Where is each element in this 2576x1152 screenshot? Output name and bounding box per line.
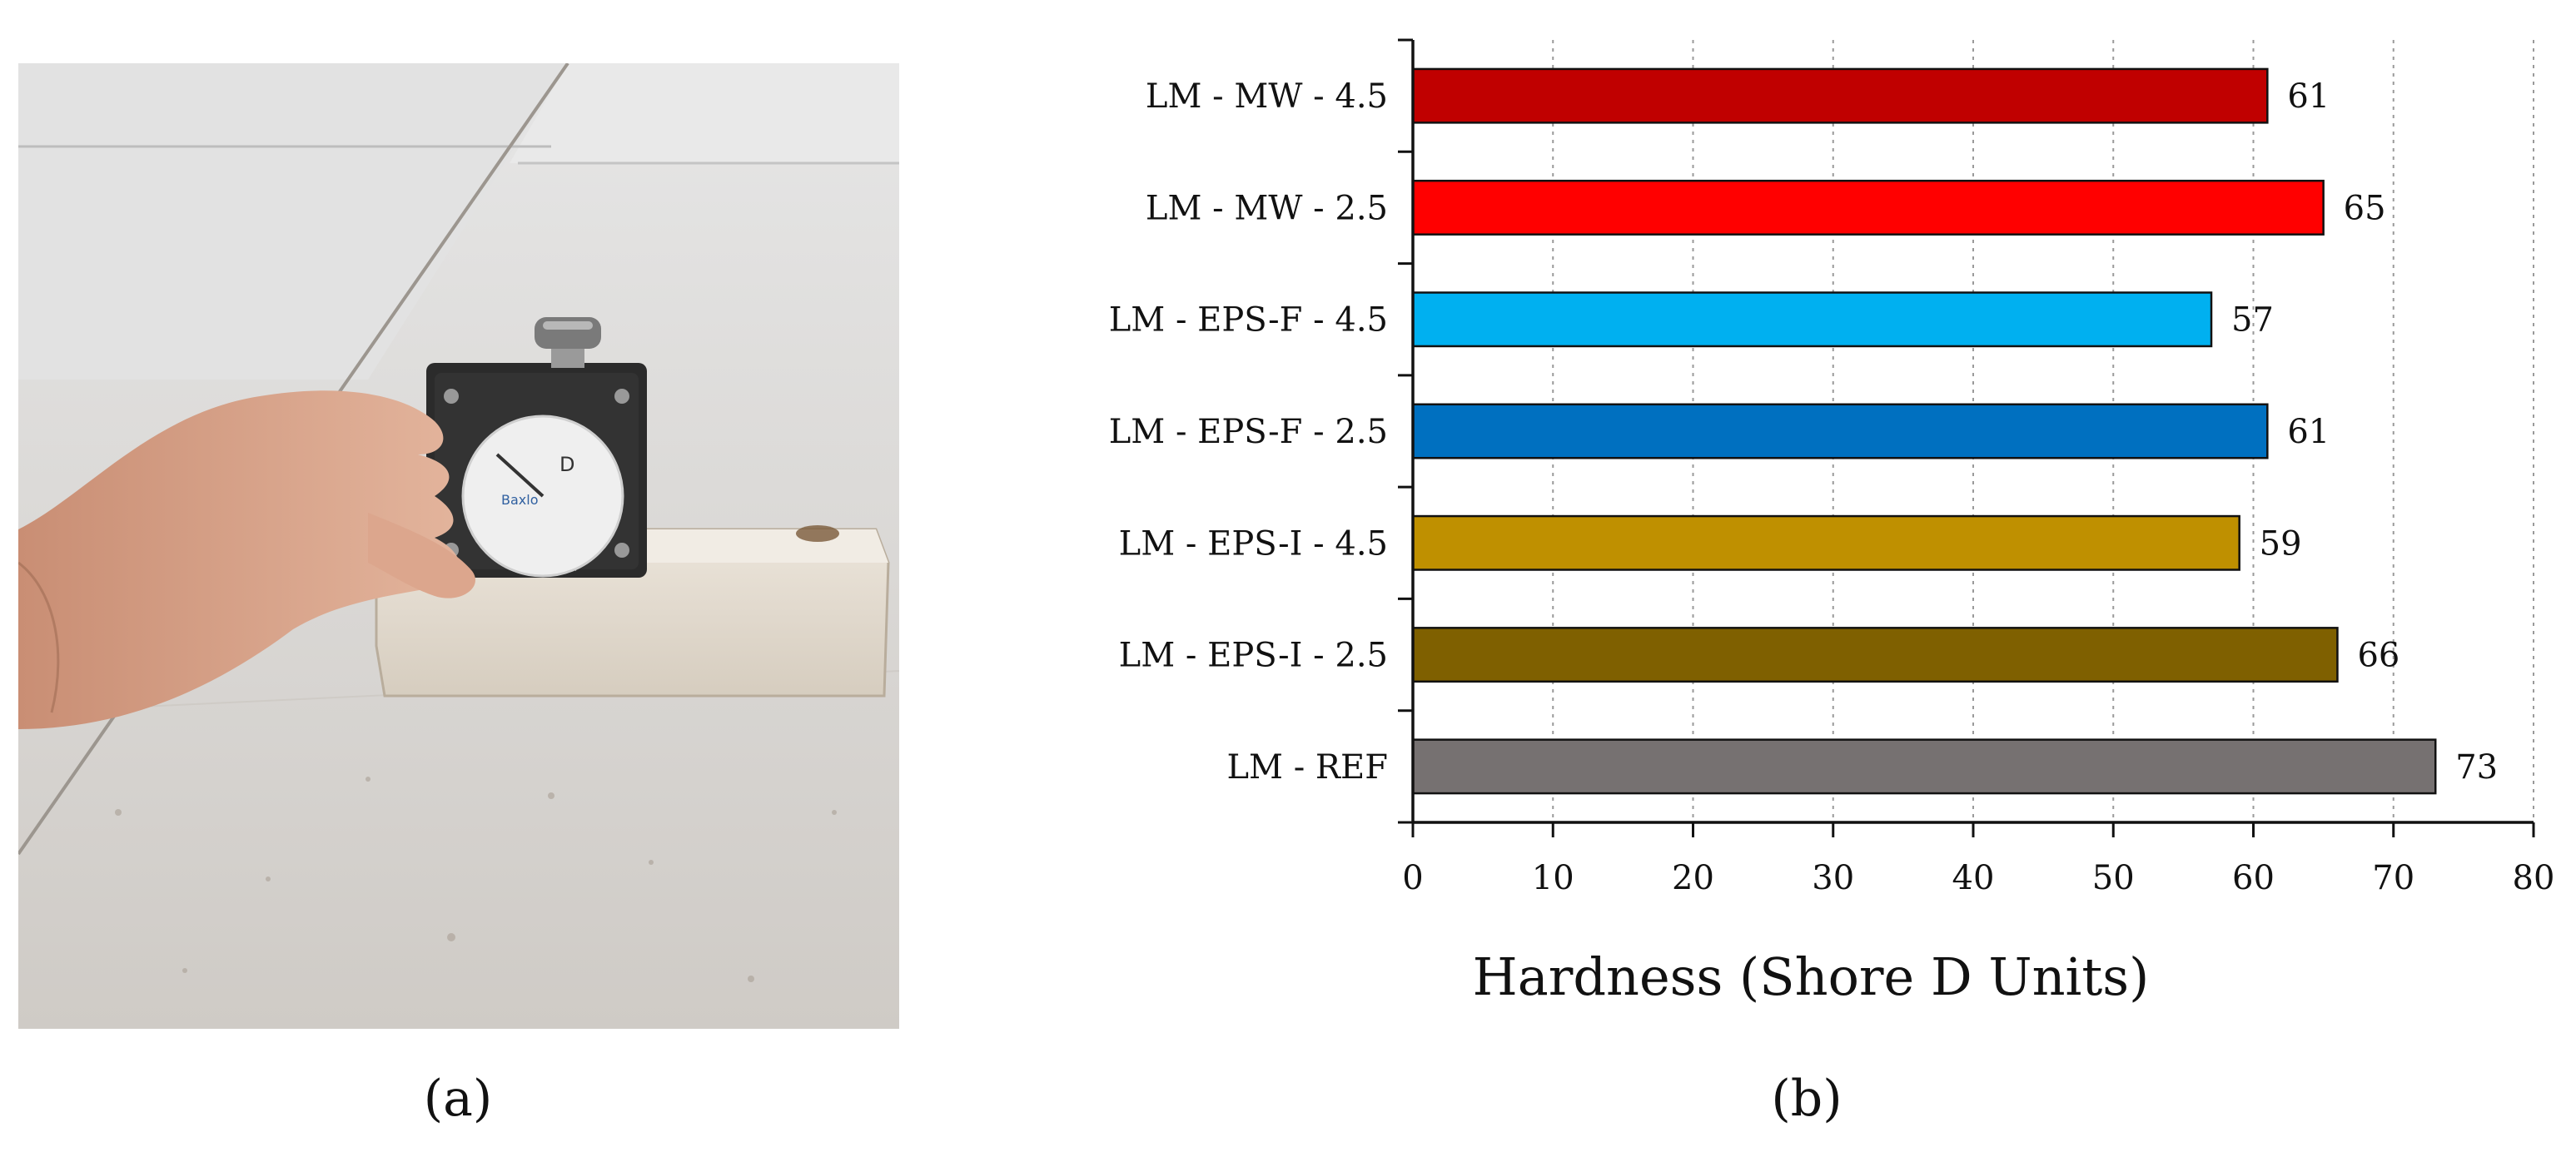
x-tick-label: 50 xyxy=(2092,859,2135,897)
category-label: LM - REF xyxy=(1226,748,1388,787)
category-label: LM - EPS-F - 2.5 xyxy=(1109,413,1388,451)
shore-durometer-photo-icon: D Baxlo xyxy=(18,63,899,1029)
bar xyxy=(1411,403,2269,459)
data-label: 57 xyxy=(2231,301,2274,340)
durometer-photo: D Baxlo xyxy=(18,63,899,1029)
x-tick-label: 10 xyxy=(1532,859,1574,897)
chart-svg: 0 10 20 30 40 50 60 70 80 LM - MW - 4.5 61 LM - MW … xyxy=(1109,38,2555,1007)
labels: 0 10 20 30 40 50 60 70 80 LM - MW - 4.5 61 LM - MW … xyxy=(1109,77,2555,897)
data-label: 65 xyxy=(2344,189,2386,227)
hardness-bar-chart: 0 10 20 30 40 50 60 70 80 LM - MW - 4.5 61 LM - MW … xyxy=(949,0,2576,1049)
bar xyxy=(1411,67,2269,124)
axes xyxy=(1398,38,2535,837)
x-axis-title: Hardness (Shore D Units) xyxy=(1473,946,2150,1007)
x-tick-label: 60 xyxy=(2232,859,2275,897)
bar xyxy=(1411,291,2213,348)
bar xyxy=(1411,738,2437,795)
bar xyxy=(1411,514,2240,571)
x-tick-label: 20 xyxy=(1672,859,1714,897)
x-tick-label: 80 xyxy=(2513,859,2555,897)
bar xyxy=(1411,627,2339,683)
category-label: LM - EPS-I - 4.5 xyxy=(1119,524,1388,563)
data-label: 61 xyxy=(2287,413,2330,451)
data-label: 59 xyxy=(2260,524,2302,563)
data-label: 66 xyxy=(2357,637,2399,675)
category-label: LM - EPS-F - 4.5 xyxy=(1109,301,1388,340)
x-tick-label: 40 xyxy=(1952,859,1995,897)
bars xyxy=(1411,67,2437,795)
dial-brand: Baxlo xyxy=(501,492,538,508)
x-tick-label: 70 xyxy=(2372,859,2414,897)
x-tick-label: 30 xyxy=(1812,859,1854,897)
bar xyxy=(1411,179,2325,236)
category-label: LM - EPS-I - 2.5 xyxy=(1119,637,1388,675)
data-label: 61 xyxy=(2287,77,2330,116)
x-tick-label: 0 xyxy=(1402,859,1423,897)
dial-letter: D xyxy=(559,453,574,476)
panel-a-label: (a) xyxy=(423,1070,493,1128)
category-label: LM - MW - 2.5 xyxy=(1146,189,1388,227)
category-label: LM - MW - 4.5 xyxy=(1146,77,1388,116)
panel-b-label: (b) xyxy=(1771,1070,1842,1128)
data-label: 73 xyxy=(2455,748,2498,787)
